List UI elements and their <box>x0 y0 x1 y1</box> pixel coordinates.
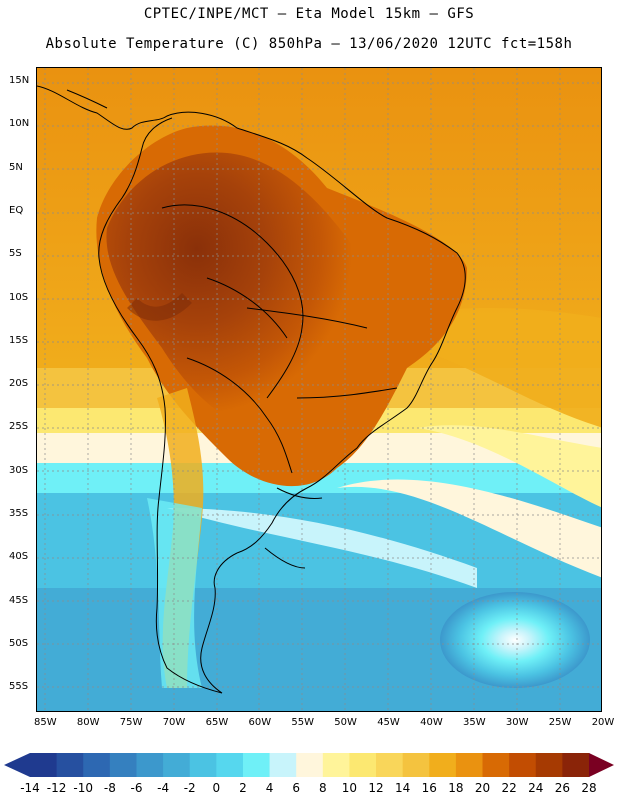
lon-label: 30W <box>505 717 529 728</box>
lat-label: 25S <box>9 421 29 433</box>
cold-swirl <box>440 592 590 688</box>
graticule <box>37 68 601 711</box>
colorbar-swatch <box>30 753 58 777</box>
lon-label: 55W <box>291 717 315 728</box>
colorbar-label: 28 <box>581 781 597 795</box>
lat-label: 5N <box>9 161 23 173</box>
colorbar-label: 8 <box>318 781 327 795</box>
lon-label: 65W <box>205 717 229 728</box>
map-frame <box>36 67 602 712</box>
colorbar-label: 2 <box>239 781 247 795</box>
colorbar-label: -8 <box>103 781 116 795</box>
lat-label: 10N <box>9 118 30 130</box>
colorbar-swatch <box>109 753 137 777</box>
coastlines <box>37 85 466 694</box>
colorbar-swatch <box>562 753 590 777</box>
lat-label: 10S <box>9 291 29 303</box>
colorbar-swatch <box>509 753 537 777</box>
colorbar-label: 20 <box>474 781 491 795</box>
lon-label: 70W <box>162 717 186 728</box>
colorbar-swatch <box>455 753 484 777</box>
lat-label: 45S <box>9 594 29 606</box>
colorbar-swatch <box>163 753 191 777</box>
colorbar-label: 24 <box>528 781 544 795</box>
lat-label: 15S <box>9 334 29 346</box>
lat-label: 30S <box>9 464 29 476</box>
chart-title-line2: Absolute Temperature (C) 850hPa — 13/06/… <box>45 36 573 52</box>
colorbar-label: -12 <box>46 781 67 795</box>
colorbar-label: 16 <box>421 781 437 795</box>
continent-heat-core <box>106 152 366 428</box>
map-svg <box>37 68 601 711</box>
lon-label: 45W <box>377 717 400 728</box>
lat-label: 55S <box>9 681 29 693</box>
colorbar-swatch <box>136 753 164 777</box>
colorbar-swatch <box>216 753 244 777</box>
colorbar-swatch <box>402 753 430 777</box>
lon-label: 85W <box>34 717 57 728</box>
colorbar-label: 0 <box>212 781 221 795</box>
colorbar-label: 6 <box>292 781 301 795</box>
lon-label: 80W <box>76 717 100 728</box>
lat-label: 5S <box>9 248 22 260</box>
lat-label: EQ <box>9 204 24 216</box>
colorbar-label: 18 <box>448 781 464 795</box>
colorbar-label: 14 <box>395 781 411 795</box>
colorbar-swatch <box>56 753 84 777</box>
colorbar-label: -10 <box>73 781 94 795</box>
colorbar-label: -14 <box>20 781 40 795</box>
colorbar-label: 26 <box>554 781 571 795</box>
lat-label: 15N <box>9 75 30 86</box>
chart-title-line1: CPTEC/INPE/MCT — Eta Model 15km — GFS <box>143 6 475 22</box>
colorbar-swatch <box>482 753 510 777</box>
lat-label: 35S <box>9 508 29 519</box>
lat-label: 40S <box>9 551 29 563</box>
colorbar <box>4 753 614 777</box>
colorbar-swatch <box>269 753 297 777</box>
colorbar-label: 12 <box>368 781 384 795</box>
colorbar-swatch <box>242 753 271 777</box>
colorbar-label: 22 <box>501 781 517 795</box>
lon-label: 25W <box>548 717 572 728</box>
lon-label: 40W <box>420 717 443 728</box>
colorbar-under-arrow <box>4 753 30 777</box>
colorbar-label: -2 <box>183 781 196 795</box>
colorbar-over-arrow <box>589 753 614 777</box>
colorbar-swatch <box>535 753 563 777</box>
colorbar-swatch <box>83 753 111 777</box>
lon-label: 20W <box>591 717 615 728</box>
colorbar-swatch <box>349 753 377 777</box>
colorbar-label: -4 <box>157 781 170 795</box>
colorbar-swatch <box>322 753 350 777</box>
lon-label: 75W <box>119 717 143 728</box>
colorbar-swatch <box>189 753 217 777</box>
colorbar-swatch <box>296 753 324 777</box>
lon-label: 50W <box>334 717 357 728</box>
colorbar-swatch <box>376 753 404 777</box>
lat-label: 50S <box>9 637 29 649</box>
colorbar-label: 4 <box>265 781 274 795</box>
lon-label: 35W <box>463 717 486 728</box>
colorbar-swatch <box>429 753 457 777</box>
lon-label: 60W <box>248 717 272 728</box>
colorbar-label: -6 <box>130 781 143 795</box>
lat-label: 20S <box>9 378 29 390</box>
colorbar-label: 10 <box>341 781 358 795</box>
